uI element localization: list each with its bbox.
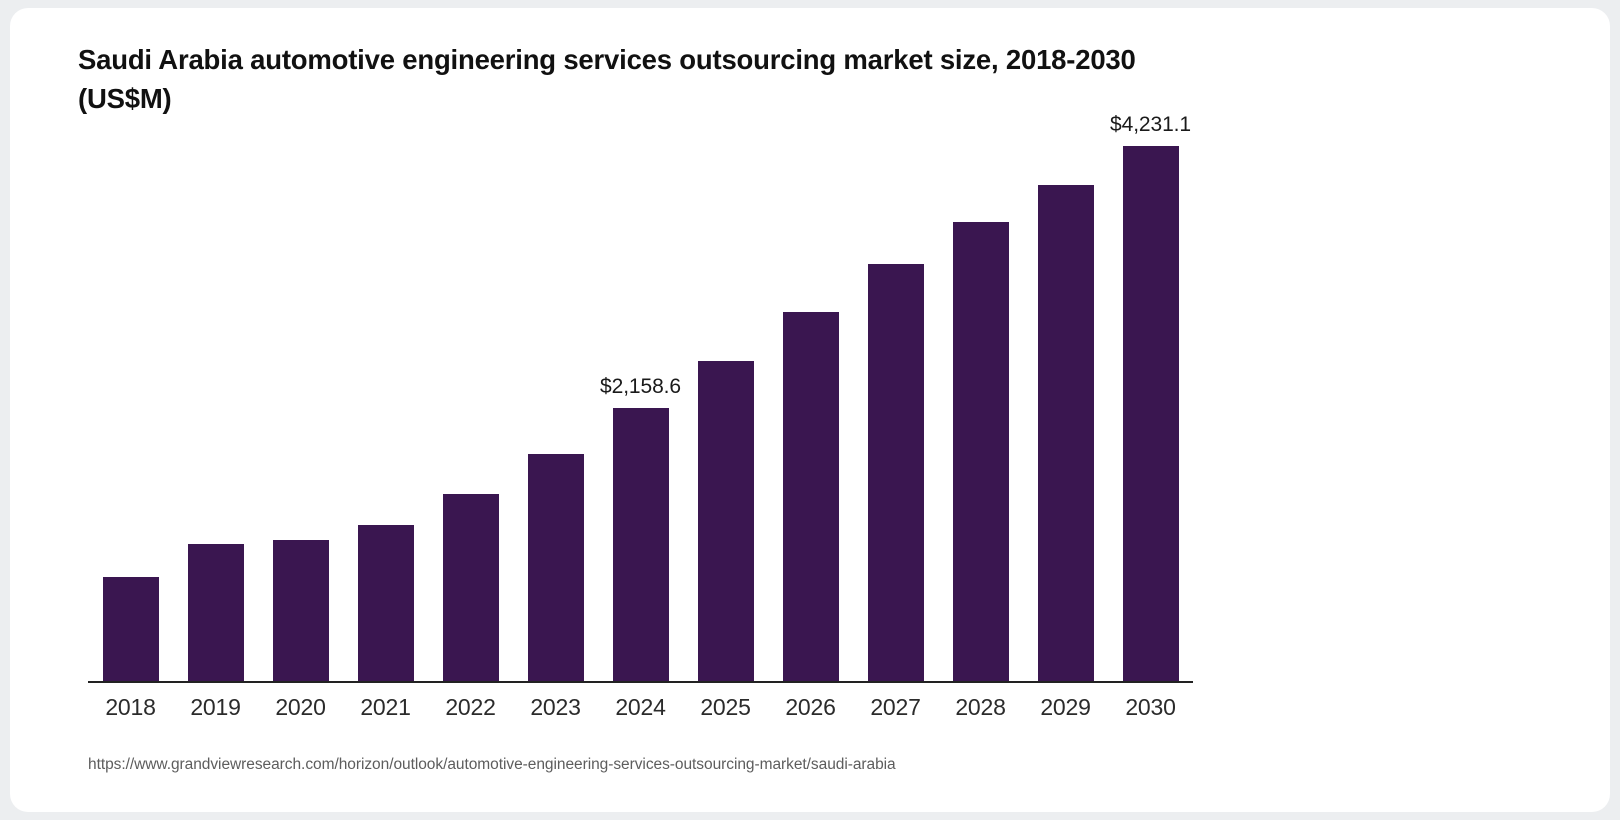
plot-area: $2,158.6 $4,231.1 xyxy=(88,113,1193,683)
x-axis-tick-labels: 2018 2019 2020 2021 2022 2023 2024 2025 2026 2027… xyxy=(88,694,1193,728)
x-axis-line xyxy=(88,681,1193,683)
bar-2030[interactable]: $4,231.1 xyxy=(1110,113,1191,681)
bar-rect-2024[interactable] xyxy=(612,408,669,681)
chart-card: Saudi Arabia automotive engineering serv… xyxy=(10,8,1610,812)
x-tick-2019: 2019 xyxy=(190,694,241,720)
bar-rect-2023[interactable] xyxy=(527,454,584,681)
bar-rect-2019[interactable] xyxy=(187,544,244,681)
x-tick-2028: 2028 xyxy=(955,694,1006,720)
bar-2026[interactable] xyxy=(782,312,839,681)
bar-value-label-2024: $2,158.6 xyxy=(600,375,681,399)
x-tick-2025: 2025 xyxy=(700,694,751,720)
source-url: https://www.grandviewresearch.com/horizo… xyxy=(88,756,896,773)
bar-2023[interactable] xyxy=(527,454,584,681)
bar-rect-2021[interactable] xyxy=(357,524,414,681)
bar-rect-2027[interactable] xyxy=(867,264,924,681)
bar-2025[interactable] xyxy=(697,361,754,681)
bar-rect-2028[interactable] xyxy=(952,222,1009,681)
bar-2018[interactable] xyxy=(102,577,159,681)
x-tick-2026: 2026 xyxy=(785,694,836,720)
bar-rect-2020[interactable] xyxy=(272,540,329,681)
x-tick-2023: 2023 xyxy=(530,694,581,720)
bar-2027[interactable] xyxy=(867,264,924,681)
x-tick-2020: 2020 xyxy=(275,694,326,720)
bar-rect-2030[interactable] xyxy=(1122,146,1179,681)
bar-rect-2026[interactable] xyxy=(782,312,839,681)
x-tick-2021: 2021 xyxy=(360,694,411,720)
x-tick-2029: 2029 xyxy=(1040,694,1091,720)
bar-2021[interactable] xyxy=(357,524,414,681)
bar-2024[interactable]: $2,158.6 xyxy=(600,375,681,681)
bar-rect-2022[interactable] xyxy=(442,494,499,681)
x-tick-2022: 2022 xyxy=(445,694,496,720)
bar-rect-2029[interactable] xyxy=(1037,185,1094,681)
bar-2022[interactable] xyxy=(442,494,499,681)
bar-rect-2018[interactable] xyxy=(102,577,159,681)
bar-2028[interactable] xyxy=(952,222,1009,681)
bar-value-label-2030: $4,231.1 xyxy=(1110,113,1191,136)
x-tick-2027: 2027 xyxy=(870,694,921,720)
bar-2019[interactable] xyxy=(187,544,244,681)
x-tick-2024: 2024 xyxy=(615,694,666,720)
x-tick-2018: 2018 xyxy=(105,694,156,720)
bar-2020[interactable] xyxy=(272,540,329,681)
bar-2029[interactable] xyxy=(1037,185,1094,681)
bar-rect-2025[interactable] xyxy=(697,361,754,681)
page-title: Saudi Arabia automotive engineering serv… xyxy=(78,44,1136,115)
x-tick-2030: 2030 xyxy=(1125,694,1176,720)
